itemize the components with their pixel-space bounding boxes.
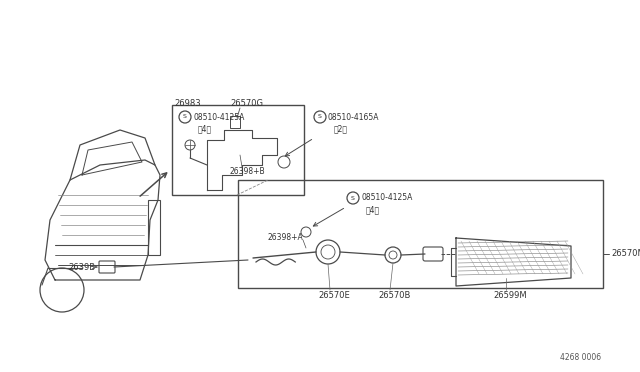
Text: 08510-4125A: 08510-4125A: [193, 112, 244, 122]
Text: 26398+A: 26398+A: [268, 232, 304, 241]
Text: 2639B: 2639B: [68, 263, 95, 272]
Bar: [238, 180, 603, 288]
Text: 26398+B: 26398+B: [230, 167, 266, 176]
Circle shape: [314, 111, 326, 123]
Text: （4）: （4）: [366, 205, 380, 215]
Text: 26570E: 26570E: [318, 291, 349, 299]
Text: 26599M: 26599M: [493, 291, 527, 299]
Text: 26570M: 26570M: [611, 250, 640, 259]
Bar: [172, 105, 304, 195]
Text: S: S: [183, 115, 187, 119]
Circle shape: [347, 192, 359, 204]
Bar: [230, 116, 240, 128]
Bar: [148, 200, 160, 255]
Text: 08510-4125A: 08510-4125A: [361, 193, 412, 202]
Text: 26983: 26983: [174, 99, 200, 108]
Text: （2）: （2）: [334, 125, 348, 134]
Text: 26570G: 26570G: [230, 99, 263, 108]
Text: （4）: （4）: [198, 125, 212, 134]
Circle shape: [179, 111, 191, 123]
Text: 4268 0006: 4268 0006: [560, 353, 601, 362]
Text: S: S: [318, 115, 322, 119]
Text: S: S: [351, 196, 355, 201]
Text: 26570B: 26570B: [378, 291, 410, 299]
Text: 08510-4165A: 08510-4165A: [328, 112, 380, 122]
